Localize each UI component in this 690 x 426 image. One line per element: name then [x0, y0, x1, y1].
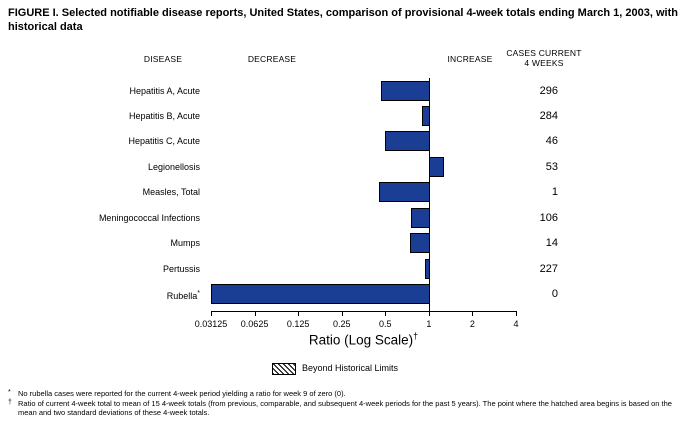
asterisk-marker: *: [8, 389, 11, 396]
x-axis-title-text: Ratio (Log Scale): [308, 332, 414, 348]
plot-area: 0.03125 0.0625 0.125 0.25 0.5 1 2 4: [195, 78, 519, 329]
dagger-marker: †: [8, 398, 12, 406]
disease-label: Hepatitis C, Acute: [128, 136, 200, 147]
legend-label: Beyond Historical Limits: [302, 363, 399, 373]
ratio-bar: [409, 233, 430, 254]
disease-label: Meningococcal Infections: [98, 212, 200, 223]
disease-label: Measles, Total: [142, 187, 200, 198]
case-count: 106: [539, 211, 558, 224]
column-header-decrease: DECREASE: [247, 54, 297, 64]
x-axis-tick-label: 0.03125: [194, 319, 228, 329]
x-axis-tick: [298, 311, 300, 316]
x-axis-tick: [385, 311, 387, 316]
ratio-bar: [385, 131, 430, 152]
x-axis-tick-label: 1: [426, 319, 432, 329]
ratio-bar: [211, 284, 430, 305]
x-axis-tick-label: 2: [469, 319, 475, 329]
case-count: 296: [539, 84, 558, 97]
figure-title: FIGURE I. Selected notifiable disease re…: [8, 7, 678, 33]
disease-label: Hepatitis A, Acute: [129, 85, 200, 96]
x-axis-tick: [341, 311, 343, 316]
footnote-rubella-text: No rubella cases were reported for the c…: [18, 389, 346, 398]
hatched-swatch-icon: [272, 363, 296, 375]
column-header-cases-current-4-weeks: CASES CURRENT 4 WEEKS: [506, 48, 582, 68]
x-axis-tick: [254, 311, 256, 316]
footnotes: * No rubella cases were reported for the…: [8, 389, 684, 418]
ratio-bar: [428, 156, 445, 177]
ratio-bar: [410, 207, 430, 228]
disease-label: Hepatitis B, Acute: [128, 110, 200, 121]
dagger-footnote-marker: †: [413, 331, 419, 341]
case-count: 1: [551, 186, 558, 199]
case-count: 14: [545, 237, 558, 250]
x-axis-tick-label: 0.5: [379, 319, 392, 329]
ratio-bar: [424, 258, 430, 279]
case-count: 284: [539, 109, 558, 122]
disease-label: Legionellosis: [147, 161, 200, 172]
disease-label: Pertussis: [162, 263, 200, 274]
x-axis-tick-label: 0.25: [332, 319, 351, 329]
footnote-rubella: * No rubella cases were reported for the…: [8, 389, 684, 399]
case-count: 46: [545, 135, 558, 148]
ratio-bar: [378, 182, 430, 203]
x-axis-tick: [472, 311, 474, 316]
footnote-ratio-definition-text: Ratio of current 4-week total to mean of…: [18, 398, 672, 418]
ratio-bar: [381, 80, 430, 101]
x-axis-tick-label: 0.125: [286, 319, 310, 329]
x-axis-tick: [211, 311, 212, 316]
x-axis-tick: [428, 311, 430, 316]
column-header-increase: INCREASE: [447, 54, 493, 64]
x-axis-tick-label: 4: [513, 319, 519, 329]
ratio-bar: [422, 105, 430, 126]
case-counts: 296 284 46 53 1 106 14 227 0: [498, 78, 558, 311]
disease-label: Mumps: [170, 238, 200, 249]
x-axis-title: Ratio (Log Scale)†: [211, 331, 516, 348]
disease-label: Rubella*: [166, 290, 200, 302]
case-count: 53: [545, 160, 558, 173]
case-count: 227: [539, 262, 558, 275]
disease-labels: Hepatitis A, Acute Hepatitis B, Acute Hepa…: [60, 78, 200, 311]
footnote-ratio-definition: † Ratio of current 4-week total to mean …: [8, 399, 684, 418]
case-count: 0: [551, 288, 558, 301]
x-axis-tick: [516, 311, 517, 316]
column-header-disease: DISEASE: [143, 54, 183, 64]
x-axis-tick-label: 0.0625: [240, 319, 269, 329]
